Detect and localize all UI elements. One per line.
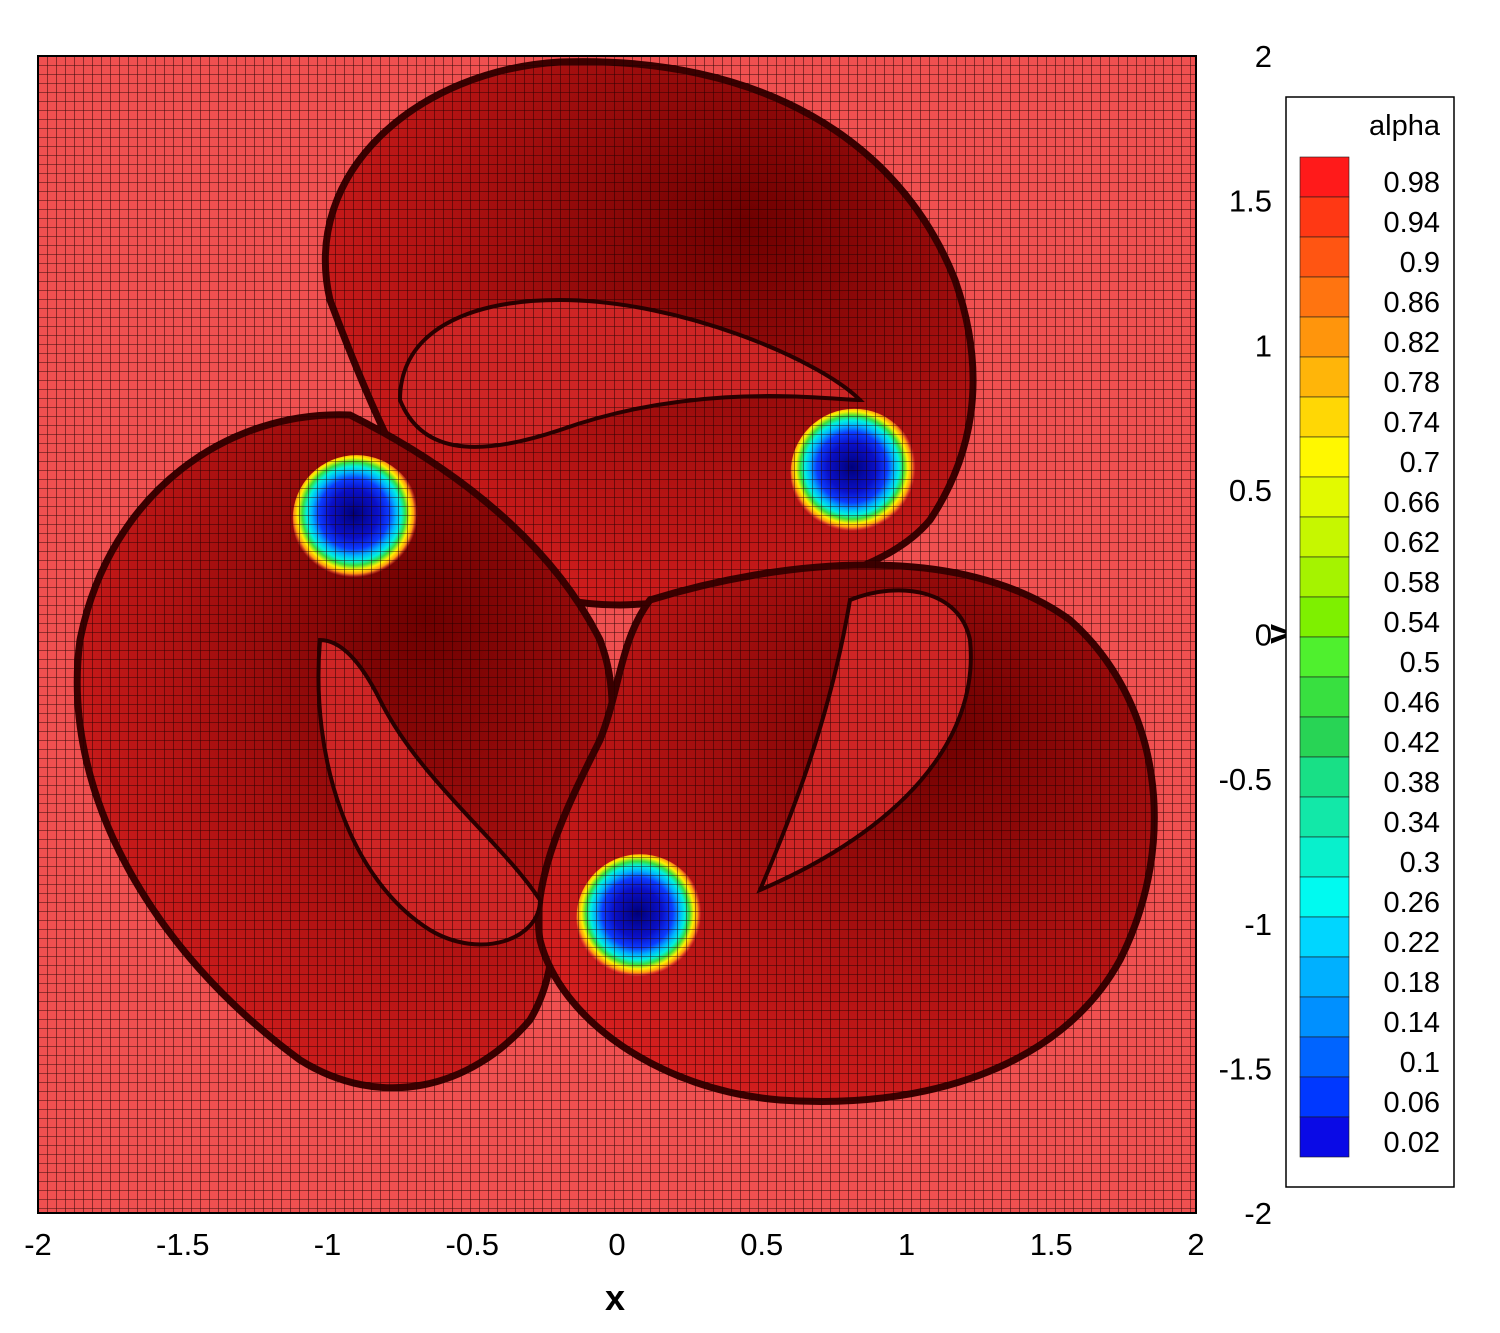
legend-swatch <box>1299 916 1350 958</box>
legend-label: 0.78 <box>1384 367 1440 399</box>
legend-swatch <box>1299 236 1350 278</box>
legend-swatch <box>1299 196 1350 238</box>
legend-label: 0.26 <box>1384 887 1440 919</box>
x-axis-ticks: -2 -1.5 -1 -0.5 0 0.5 1 1.5 2 <box>24 1227 1204 1262</box>
legend-label: 0.18 <box>1384 967 1440 999</box>
x-tick-label: -0.5 <box>446 1227 499 1262</box>
y-tick-label: 2 <box>1255 39 1272 74</box>
mesh-grid <box>38 56 1196 1213</box>
legend-label: 0.06 <box>1384 1087 1440 1119</box>
y-tick-label: -1 <box>1244 907 1272 942</box>
legend-swatch <box>1299 836 1350 878</box>
y-tick-label: -1.5 <box>1219 1051 1272 1086</box>
legend-swatch <box>1299 996 1350 1038</box>
x-tick-label: 1 <box>898 1227 915 1262</box>
y-tick-label: 1.5 <box>1229 184 1272 219</box>
legend-label: 0.86 <box>1384 287 1440 319</box>
legend-swatch <box>1299 556 1350 598</box>
legend-label: 0.58 <box>1384 567 1440 599</box>
legend-label: 0.3 <box>1400 847 1440 879</box>
x-tick-label: 0.5 <box>740 1227 783 1262</box>
legend-label: 0.14 <box>1384 1007 1440 1039</box>
legend-swatch <box>1299 1036 1350 1078</box>
legend-swatch <box>1299 1116 1350 1158</box>
legend-label: 0.46 <box>1384 687 1440 719</box>
legend-label: 0.42 <box>1384 727 1440 759</box>
legend-swatches <box>1299 156 1350 1158</box>
y-axis-ticks: 2 1.5 1 0.5 0 -0.5 -1 -1.5 -2 <box>1219 39 1272 1231</box>
y-tick-label: 1 <box>1255 328 1272 363</box>
plot-frame <box>37 55 1197 1214</box>
legend-swatch <box>1299 156 1350 198</box>
legend-label: 0.22 <box>1384 927 1440 959</box>
legend-swatch <box>1299 596 1350 638</box>
x-tick-label: 2 <box>1187 1227 1204 1262</box>
legend-swatch <box>1299 316 1350 358</box>
legend-label: 0.66 <box>1384 487 1440 519</box>
legend-swatch <box>1299 276 1350 318</box>
legend-swatch <box>1299 956 1350 998</box>
legend-label: 0.38 <box>1384 767 1440 799</box>
legend-label: 0.7 <box>1400 447 1440 479</box>
x-axis-title: x <box>605 1277 625 1318</box>
legend-label: 0.5 <box>1400 647 1440 679</box>
legend-swatch <box>1299 876 1350 918</box>
x-tick-label: -1.5 <box>156 1227 209 1262</box>
legend-label: 0.94 <box>1384 207 1440 239</box>
legend-labels: 0.98 0.94 0.9 0.86 0.82 0.78 0.74 0.7 0.66 0.62 0.… <box>1384 167 1440 1159</box>
legend-swatch <box>1299 516 1350 558</box>
legend-swatch <box>1299 476 1350 518</box>
legend-label: 0.82 <box>1384 327 1440 359</box>
legend-title: alpha <box>1369 110 1441 142</box>
legend-label: 0.54 <box>1384 607 1440 639</box>
legend-label: 0.62 <box>1384 527 1440 559</box>
legend-label: 0.74 <box>1384 407 1440 439</box>
legend-swatch <box>1299 1076 1350 1118</box>
x-tick-label: 1.5 <box>1030 1227 1073 1262</box>
colorbar-legend: alpha 0.98 0.94 0.9 0.86 0.82 0.78 0.74 0.7 0.66… <box>1285 96 1455 1188</box>
legend-label: 0.1 <box>1400 1047 1440 1079</box>
x-tick-label: 0 <box>608 1227 625 1262</box>
legend-swatch <box>1299 436 1350 478</box>
x-tick-label: -2 <box>24 1227 52 1262</box>
legend-swatch <box>1299 716 1350 758</box>
legend-label: 0.98 <box>1384 167 1440 199</box>
legend-label: 0.9 <box>1400 247 1440 279</box>
x-tick-label: -1 <box>314 1227 342 1262</box>
legend-swatch <box>1299 356 1350 398</box>
legend-swatch <box>1299 796 1350 838</box>
y-tick-label: -0.5 <box>1219 762 1272 797</box>
legend-swatch <box>1299 636 1350 678</box>
legend-swatch <box>1299 396 1350 438</box>
legend-swatch <box>1299 756 1350 798</box>
y-tick-label: 0.5 <box>1229 473 1272 508</box>
legend-swatch <box>1299 676 1350 718</box>
y-tick-label: 0 <box>1255 618 1272 653</box>
legend-label: 0.02 <box>1384 1127 1440 1159</box>
legend-label: 0.34 <box>1384 807 1440 839</box>
y-tick-label: -2 <box>1244 1196 1272 1231</box>
